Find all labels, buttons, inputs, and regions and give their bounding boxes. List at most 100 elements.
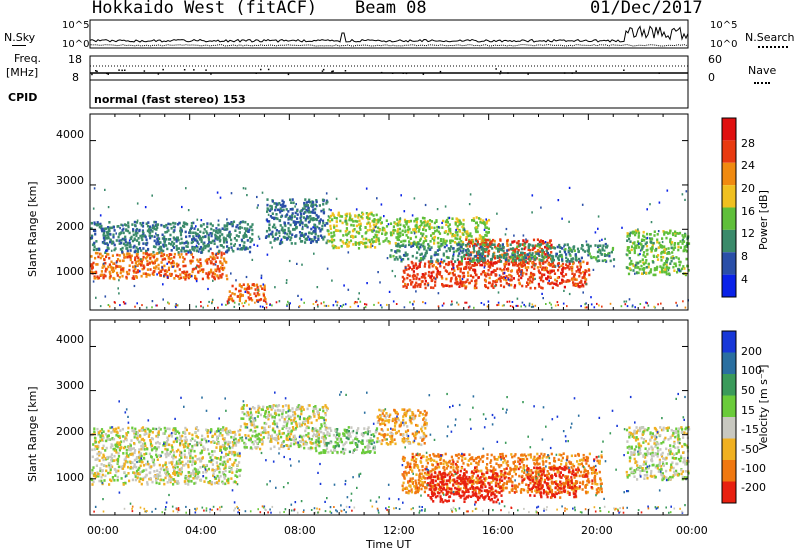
power-cell — [134, 224, 137, 227]
velocity-cell — [105, 439, 108, 443]
power-cell — [420, 252, 423, 256]
power-cell — [378, 218, 382, 222]
power-cell — [295, 226, 298, 230]
velocity-cell — [149, 439, 152, 442]
power-cell — [156, 234, 159, 237]
velocity-cell — [121, 427, 124, 431]
velocity-cell — [146, 481, 149, 484]
power-cell — [301, 240, 304, 243]
power-cell — [541, 261, 544, 264]
power-cell — [468, 258, 471, 261]
power-cell — [174, 222, 177, 225]
power-cell — [673, 242, 677, 245]
power-cell — [598, 248, 601, 251]
power-cell — [565, 280, 568, 283]
velocity-heatmap — [90, 391, 691, 514]
power-cell — [423, 275, 426, 278]
power-cell — [471, 260, 474, 263]
power-cell — [550, 257, 553, 261]
power-cell — [685, 190, 688, 193]
power-cell — [170, 243, 173, 246]
power-cell — [320, 234, 323, 238]
power-cell — [678, 269, 680, 272]
power-cell — [375, 213, 378, 217]
velocity-cell — [224, 469, 227, 473]
power-cell — [645, 244, 649, 248]
power-cell — [661, 237, 664, 240]
power-cell — [153, 270, 156, 273]
power-cell — [520, 269, 524, 272]
power-cell — [226, 300, 229, 303]
power-cell — [601, 247, 604, 250]
power-cell — [434, 280, 437, 284]
power-cell — [253, 243, 255, 246]
power-cell — [678, 263, 681, 267]
power-cell — [422, 228, 425, 231]
power-cell — [327, 233, 330, 236]
power-cell — [216, 191, 219, 194]
power-cell — [331, 218, 334, 222]
power-cell — [466, 278, 469, 282]
power-cell — [579, 261, 582, 265]
power-cell — [113, 301, 116, 304]
velocity-cell — [195, 470, 198, 474]
power-cell — [288, 259, 291, 263]
velocity-cell — [216, 437, 219, 440]
velocity-cell — [142, 445, 145, 449]
power-cell — [289, 223, 292, 227]
power-cell — [131, 223, 134, 226]
power-cell — [162, 253, 166, 256]
power-cell — [257, 289, 259, 292]
power-cell — [484, 279, 487, 282]
nsearch-label: N.Search — [745, 31, 795, 44]
power-cell — [407, 225, 410, 229]
power-cell — [485, 248, 488, 251]
power-cell — [369, 245, 372, 249]
power-cell — [413, 240, 416, 244]
power-cell — [458, 223, 461, 226]
power-cell — [132, 275, 135, 278]
power-cell — [642, 268, 645, 272]
velocity-cell — [213, 450, 216, 453]
power-cell — [438, 273, 441, 276]
power-cell — [467, 249, 470, 253]
power-cell — [205, 272, 208, 275]
power-cell — [200, 264, 203, 268]
power-cell — [339, 229, 342, 233]
power-cell — [505, 279, 508, 282]
power-cell — [473, 261, 476, 265]
power-cell — [157, 248, 160, 251]
power-cell — [592, 268, 595, 271]
power-cell — [412, 241, 414, 244]
velocity-cell — [172, 451, 176, 454]
power-cell — [389, 222, 393, 225]
velocity-cell — [212, 474, 215, 477]
velocity-cell — [148, 463, 151, 466]
velocity-cell — [139, 471, 142, 474]
power-cell — [577, 257, 581, 261]
power-cell — [389, 254, 392, 257]
power-cell — [642, 261, 645, 264]
power-cell — [481, 239, 484, 242]
power-cell — [166, 226, 169, 230]
power-cell — [348, 216, 352, 219]
power-cell — [626, 249, 629, 252]
power-cell — [230, 192, 233, 195]
power-cell — [578, 268, 581, 271]
power-cell — [289, 302, 291, 305]
power-cell — [122, 270, 125, 273]
velocity-cell — [233, 461, 236, 465]
power-cell — [223, 224, 226, 227]
power-cell — [504, 261, 507, 265]
velocity-cell — [223, 455, 226, 459]
power-cell — [395, 236, 398, 239]
velocity-cell — [104, 449, 107, 452]
power-cell — [170, 272, 173, 276]
power-cell — [185, 252, 188, 256]
velocity-cell — [149, 440, 152, 444]
power-cell — [126, 243, 129, 247]
power-cell — [335, 217, 338, 220]
power-cell — [499, 277, 502, 281]
power-cell — [574, 258, 577, 261]
power-cell — [178, 255, 182, 259]
